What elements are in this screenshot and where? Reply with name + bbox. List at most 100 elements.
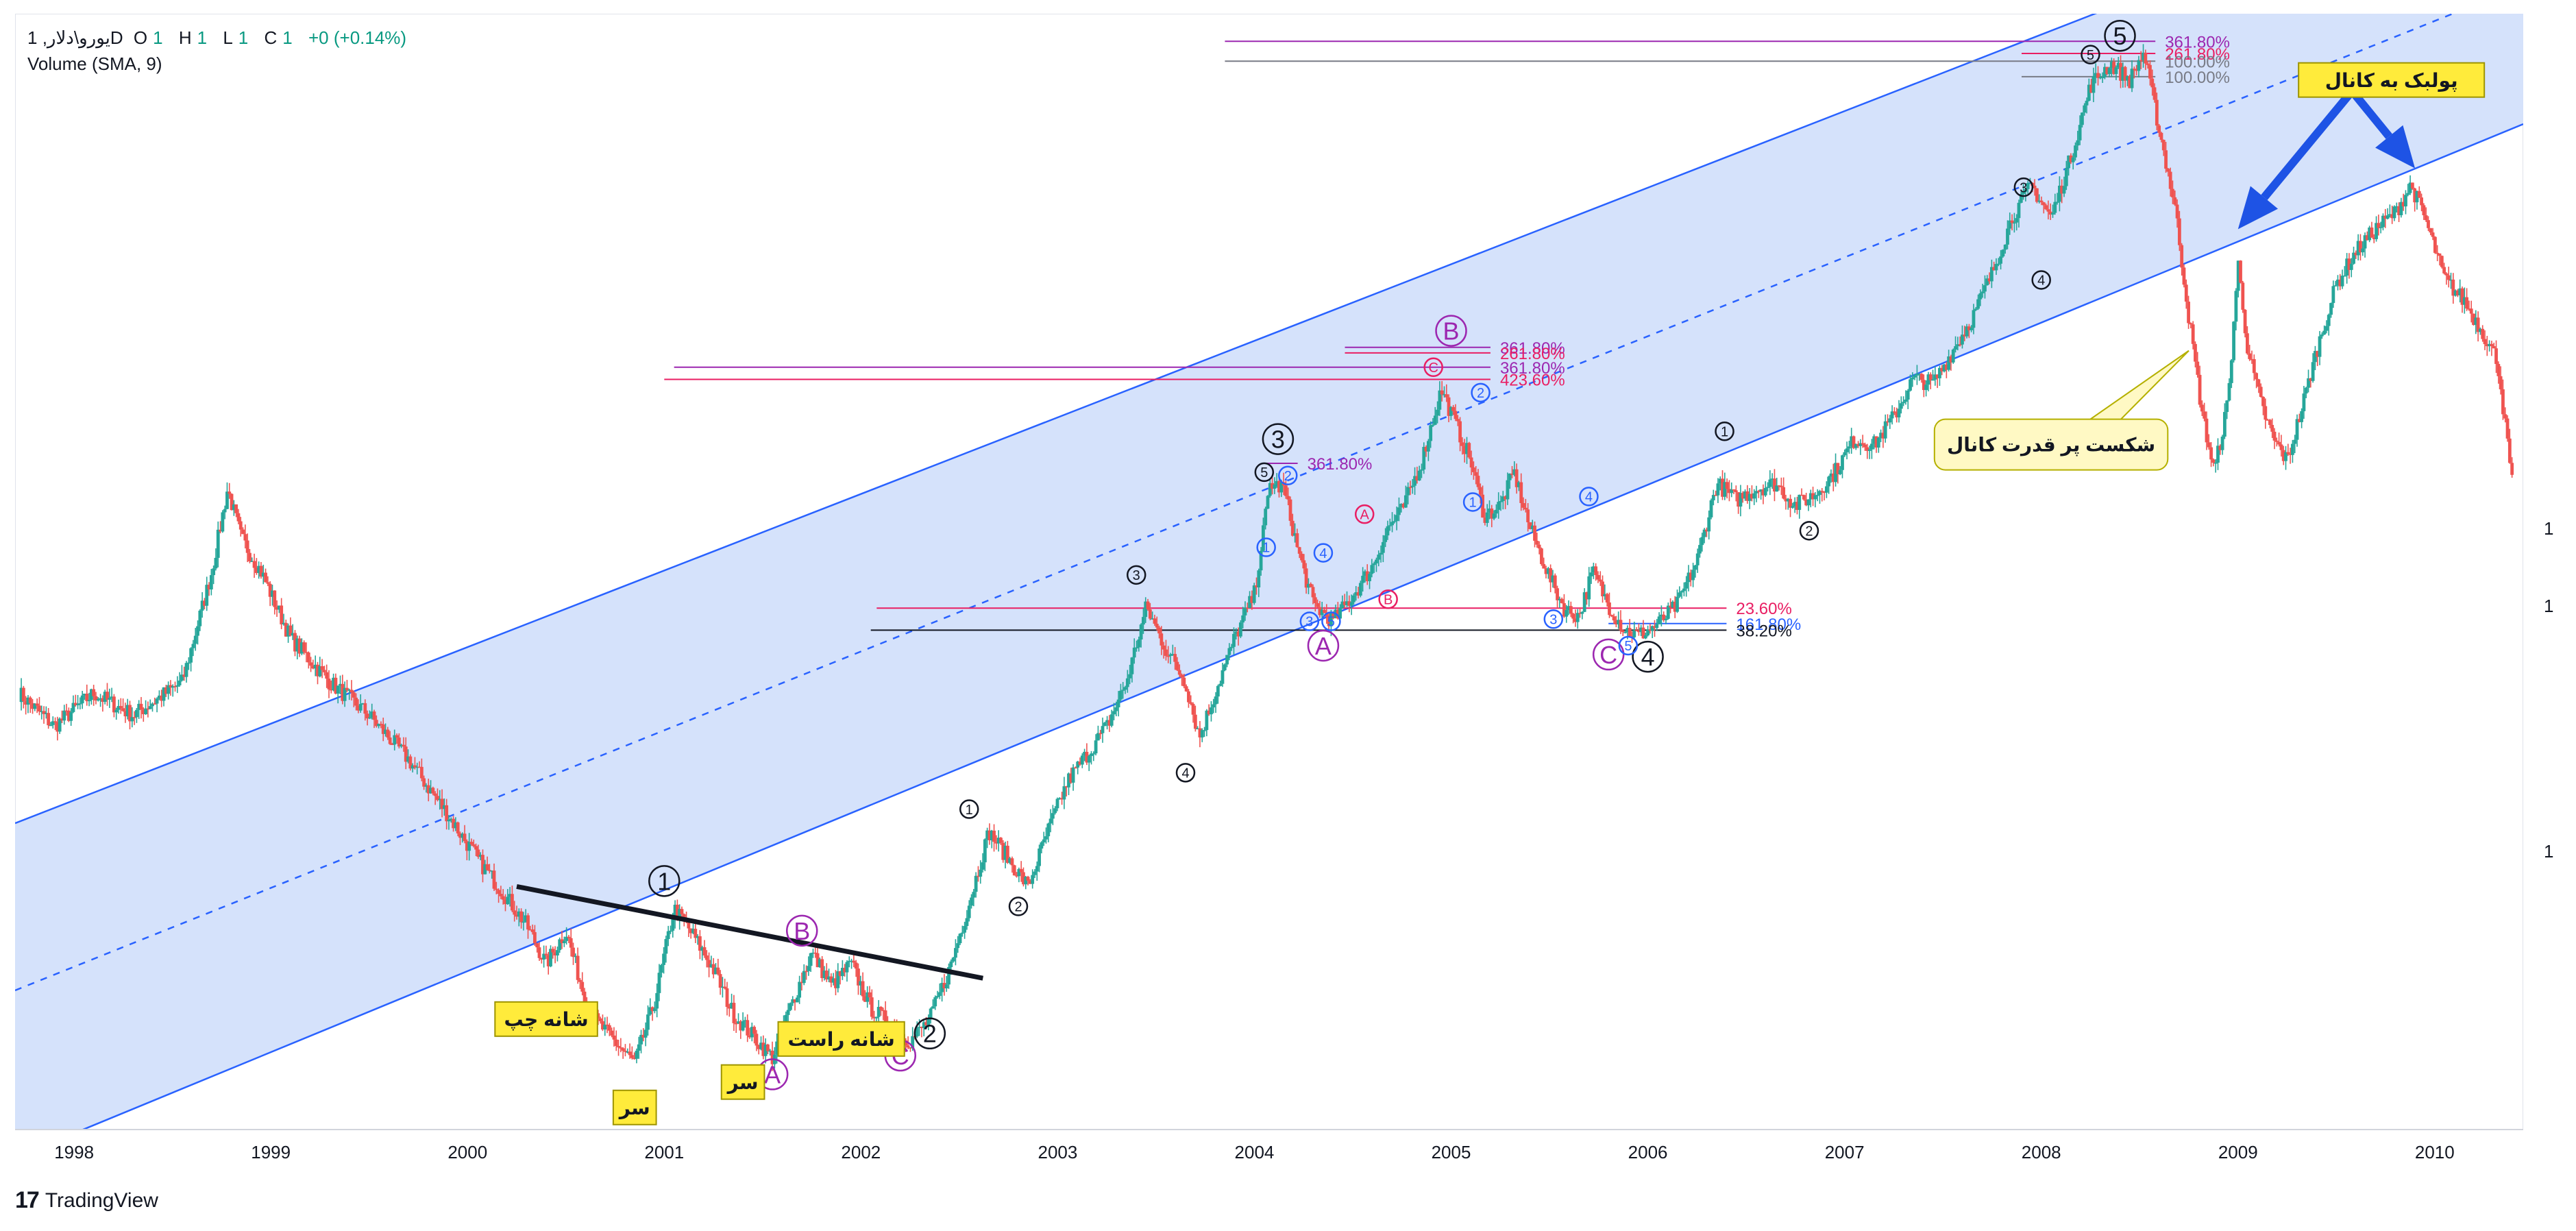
candles-layer <box>19 44 2514 1071</box>
candle-body <box>924 1022 928 1025</box>
candle-body <box>795 997 799 1003</box>
candle-body <box>119 706 123 709</box>
candle-body <box>1673 601 1677 612</box>
candle-body <box>1865 447 1869 451</box>
candle-body <box>58 718 62 732</box>
candle-body <box>528 929 532 931</box>
wave-label-text: 3 <box>2020 180 2027 195</box>
candle-body <box>2039 200 2044 203</box>
candle-body <box>854 962 858 969</box>
candle-body <box>2103 66 2107 77</box>
candle-body <box>1259 550 1263 571</box>
candle-body <box>920 1027 924 1028</box>
candle-body <box>2126 76 2129 81</box>
candle-body <box>282 622 286 624</box>
wave-label-text: B <box>794 917 810 945</box>
candle-body <box>469 842 474 844</box>
candle-body <box>2270 424 2274 432</box>
candle-body <box>1653 626 1656 629</box>
candle-body <box>219 529 222 532</box>
candle-body <box>1426 441 1430 452</box>
candle-body <box>1949 356 1953 363</box>
candle-body <box>1083 751 1086 756</box>
wave-label-text: A <box>764 1060 781 1088</box>
candle-body <box>400 744 404 747</box>
candle-body <box>994 842 998 844</box>
candle-body <box>1752 493 1756 499</box>
candle-body <box>2456 290 2460 295</box>
candle-body <box>1883 421 1887 439</box>
wave-label-circle <box>1254 462 1275 483</box>
candle-body <box>2130 69 2134 88</box>
candle-body <box>603 1024 607 1029</box>
candle-body <box>1867 449 1872 451</box>
candle-body <box>1617 620 1621 625</box>
candle-body <box>309 662 312 666</box>
candle-body <box>123 711 127 717</box>
candle-body <box>64 710 69 712</box>
candle-body <box>1295 533 1299 548</box>
candle-body <box>1879 432 1883 438</box>
candle-body <box>2100 77 2105 79</box>
candle-body <box>947 966 950 985</box>
wave-label-text: 2 <box>923 1020 937 1048</box>
candle-body <box>1469 457 1473 468</box>
candle-body <box>2446 275 2451 280</box>
candle-body <box>1562 602 1566 617</box>
candle-body <box>1938 367 1941 378</box>
candle-body <box>2112 62 2116 74</box>
candle-body <box>171 686 175 688</box>
candle-body <box>349 690 354 693</box>
wave-label-text: 5 <box>1260 465 1268 480</box>
candle-body <box>184 663 188 677</box>
candle-body <box>574 955 578 958</box>
candle-body <box>2137 60 2141 71</box>
candle-body <box>2213 463 2218 464</box>
candle-body <box>327 679 331 690</box>
candle-body <box>1978 293 1983 300</box>
candle-body <box>558 939 562 951</box>
candle-body <box>155 698 159 704</box>
candle-body <box>2159 132 2163 140</box>
wave-label-circle <box>913 1017 946 1050</box>
fib-level-label: 161.80% <box>1736 616 1801 634</box>
legend-volume[interactable]: Volume (SMA, 9) <box>27 53 162 74</box>
candle-body <box>186 662 191 664</box>
candle-body <box>744 1020 747 1021</box>
candle-body <box>757 1045 761 1049</box>
candle-body <box>815 953 820 968</box>
candle-body <box>1445 394 1449 398</box>
annotation-text: سر <box>726 1072 759 1094</box>
candle-body <box>1384 535 1388 542</box>
candle-body <box>539 958 543 960</box>
candle-body <box>1512 469 1517 475</box>
candle-body <box>132 717 136 718</box>
candle-body <box>949 961 953 967</box>
candle-body <box>1569 606 1573 614</box>
candle-body <box>51 721 55 725</box>
candle-body <box>1417 470 1421 481</box>
candle-body <box>1782 487 1786 499</box>
candle-body <box>2342 276 2346 277</box>
candle-body <box>657 973 661 993</box>
candle-body <box>1361 576 1365 583</box>
candle-body <box>1250 596 1254 603</box>
candle-body <box>2449 279 2453 281</box>
candle-body <box>2370 227 2374 238</box>
candle-body <box>637 1044 641 1051</box>
candle-body <box>2164 150 2168 169</box>
candle-body <box>1266 496 1270 509</box>
candle-body <box>146 708 150 710</box>
candle-body <box>1462 446 1467 454</box>
candle-body <box>1499 501 1503 502</box>
candle-body <box>730 1003 734 1009</box>
tradingview-brand[interactable]: 17 TradingView <box>15 1187 158 1214</box>
legend-symbol[interactable]: یورو\دلار, 1D <box>27 27 123 48</box>
candle-body <box>526 915 530 930</box>
candle-body <box>1537 544 1541 549</box>
candle-body <box>2022 191 2025 195</box>
candle-body <box>1942 364 1946 371</box>
candle-body <box>2458 288 2462 295</box>
